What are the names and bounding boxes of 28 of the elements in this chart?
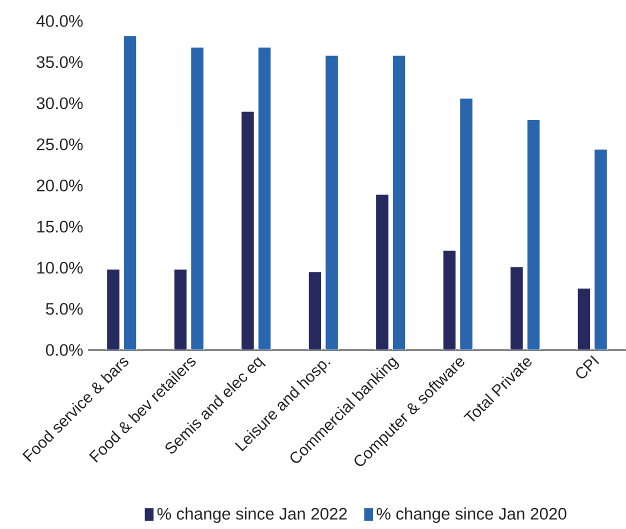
bar [392, 55, 406, 350]
bar [526, 119, 540, 350]
y-tick-label: 25.0% [36, 138, 83, 150]
bar [190, 47, 204, 350]
bar [308, 272, 322, 350]
bar [376, 194, 389, 350]
bar [460, 98, 473, 350]
bar [123, 36, 137, 350]
bar [594, 149, 608, 350]
bar [577, 288, 591, 350]
legend-label: % change since Jan 2022 [157, 507, 347, 523]
y-tick-label: 30.0% [36, 97, 83, 110]
y-tick-label: 5.0% [46, 302, 83, 315]
y-tick-label: 20.0% [36, 180, 83, 192]
y-tick-label: 0.0% [46, 344, 83, 356]
y-tick-label: 10.0% [37, 262, 83, 274]
x-tick-label: CPI [576, 355, 600, 378]
bar [174, 269, 188, 350]
bar [510, 266, 524, 350]
bar [106, 269, 120, 350]
y-tick-label: 15.0% [37, 220, 83, 233]
bar [258, 47, 272, 350]
y-tick-label: 40.0% [36, 15, 83, 27]
bar [241, 111, 254, 350]
bar [325, 55, 338, 350]
bar [442, 250, 456, 350]
y-tick-label: 35.0% [36, 56, 83, 68]
legend-label: % change since Jan 2020 [376, 507, 566, 523]
